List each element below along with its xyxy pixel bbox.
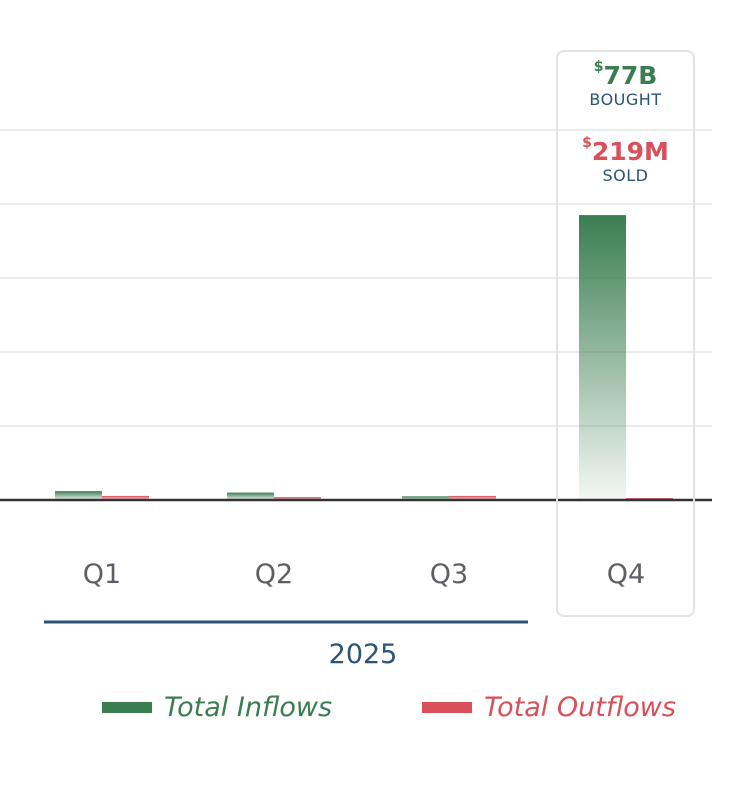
legend-label-outflows: Total Outflows — [484, 692, 676, 723]
bars — [55, 215, 673, 500]
bought-currency: $ — [593, 59, 604, 75]
bar-chart: Q1 Q2 Q3 Q4 2025 — [0, 129, 712, 670]
inflow-bar-q1[interactable] — [55, 491, 102, 500]
x-tick-label-q2: Q2 — [255, 559, 293, 590]
year-group-label: 2025 — [329, 639, 398, 670]
q4-sold-value: $219M — [582, 135, 669, 166]
q4-sold-label: SOLD — [602, 166, 649, 185]
legend-item-outflows[interactable]: Total Outflows — [422, 692, 676, 723]
x-tick-label-q3: Q3 — [430, 559, 468, 590]
legend-item-inflows[interactable]: Total Inflows — [102, 692, 332, 723]
x-tick-label-q1: Q1 — [83, 559, 121, 590]
q4-bought-block: $77B BOUGHT — [556, 59, 695, 110]
legend-swatch-inflows — [102, 702, 152, 713]
x-tick-label-q4: Q4 — [607, 559, 645, 590]
x-axis-ticks: Q1 Q2 Q3 Q4 — [83, 559, 645, 590]
inflow-bar-q4[interactable] — [579, 215, 626, 500]
q4-sold-block: $219M SOLD — [556, 135, 695, 186]
sold-currency: $ — [582, 135, 592, 151]
q4-bought-value: $77B — [593, 59, 658, 90]
inflow-bar-q2[interactable] — [227, 492, 274, 500]
q4-bought-label: BOUGHT — [589, 90, 662, 109]
outflow-bar-q2[interactable] — [274, 497, 321, 500]
legend: Total Inflows Total Outflows — [0, 692, 756, 732]
outflow-bar-q1[interactable] — [102, 495, 149, 500]
inflow-bar-q3[interactable] — [402, 496, 449, 500]
outflow-bar-q3[interactable] — [449, 495, 496, 500]
legend-swatch-outflows — [422, 702, 472, 713]
legend-label-inflows: Total Inflows — [164, 692, 333, 723]
